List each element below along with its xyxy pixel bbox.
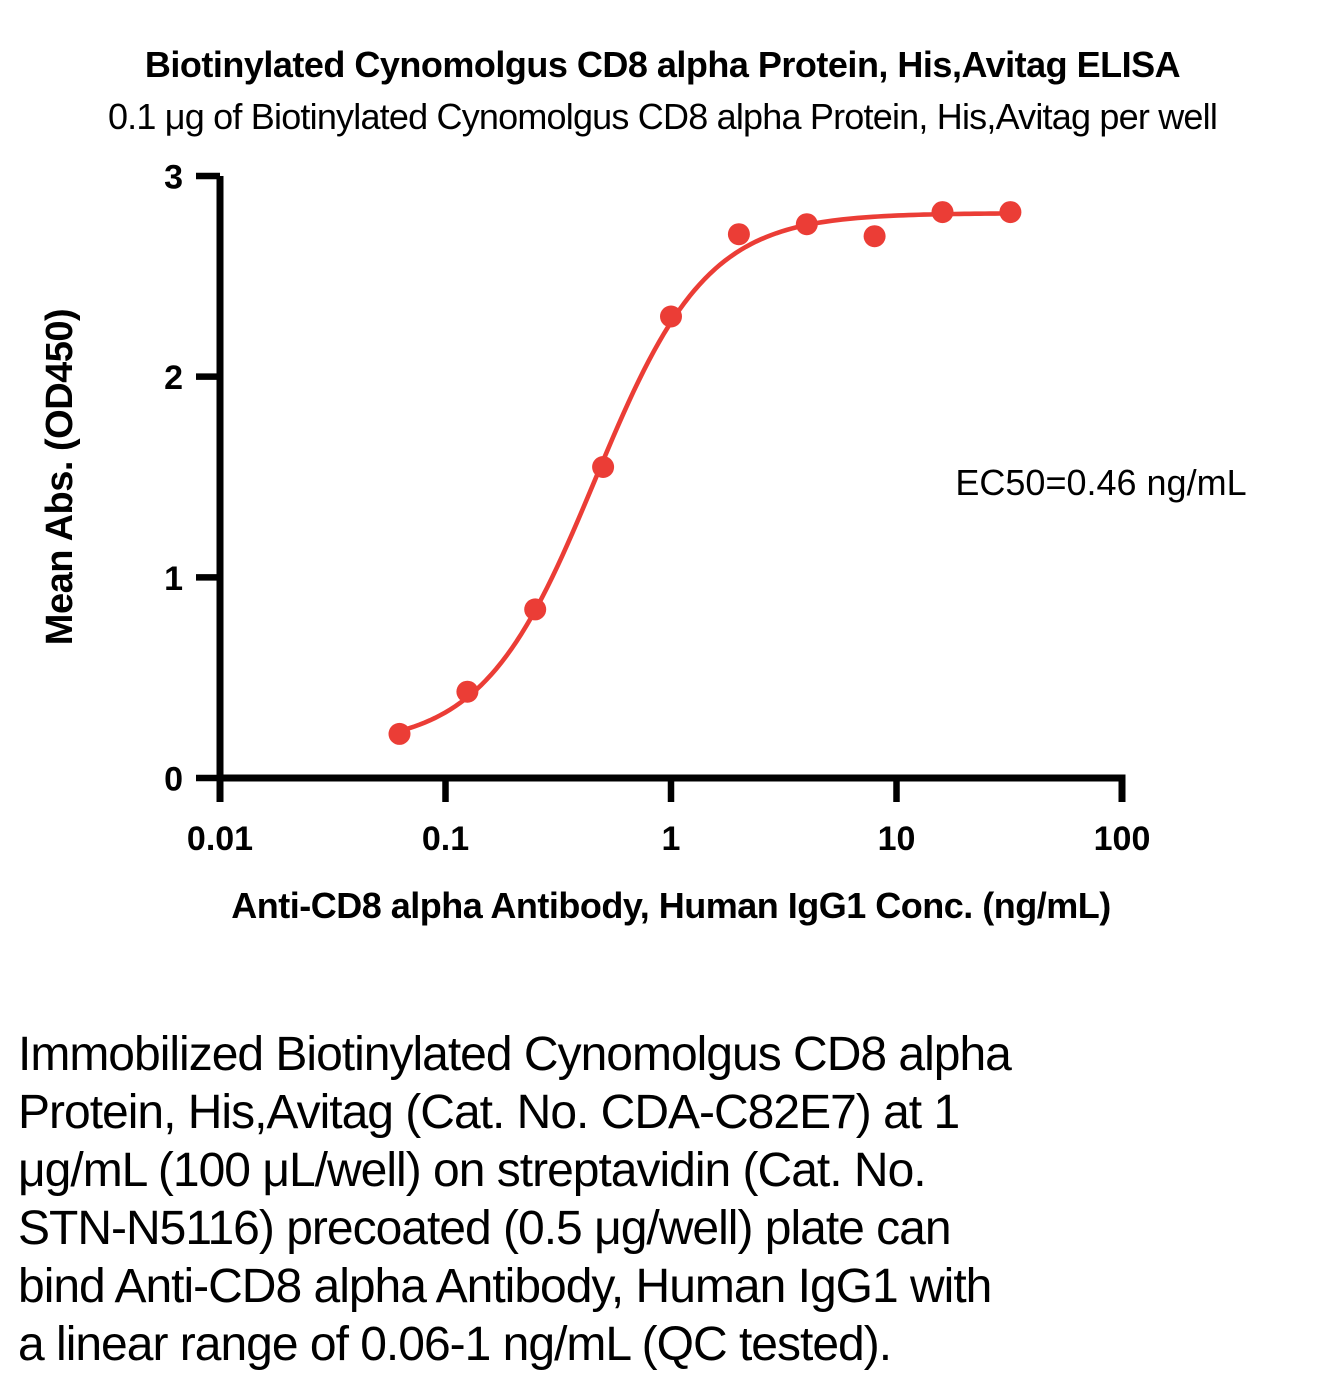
y-tick-label: 1 bbox=[164, 560, 183, 598]
y-axis-ticks bbox=[196, 172, 220, 782]
y-tick-label: 3 bbox=[164, 159, 183, 197]
data-point-3 bbox=[524, 598, 547, 621]
x-tick-label: 0.1 bbox=[422, 820, 469, 858]
data-point-5 bbox=[660, 305, 682, 328]
y-tick-label: 2 bbox=[164, 359, 183, 397]
y-axis-title: Mean Abs. (OD450) bbox=[39, 309, 81, 645]
data-point-8 bbox=[863, 225, 886, 248]
y-tick-label: 0 bbox=[164, 761, 183, 799]
y-axis-tick-labels: 0 1 2 3 bbox=[164, 159, 183, 799]
data-point-2 bbox=[456, 680, 479, 703]
x-tick-label: 0.01 bbox=[187, 820, 253, 858]
data-point-9 bbox=[931, 201, 954, 224]
ec50-annotation: EC50=0.46 ng/mL bbox=[955, 462, 1246, 503]
fit-curve bbox=[397, 211, 1013, 734]
data-point-6 bbox=[727, 223, 750, 246]
chart-subtitle: 0.1 μg of Biotinylated Cynomolgus CD8 al… bbox=[107, 96, 1218, 137]
x-tick-label: 10 bbox=[878, 820, 916, 858]
x-tick-label: 1 bbox=[662, 820, 681, 858]
data-point-4 bbox=[592, 456, 615, 478]
x-axis-title: Anti-CD8 alpha Antibody, Human IgG1 Conc… bbox=[231, 885, 1110, 926]
elisa-dose-response-chart: 0.01 0.1 1 10 100 0 1 2 3 Anti-CD8 alpha Antibo… bbox=[39, 159, 1247, 927]
data-point-10 bbox=[999, 201, 1022, 224]
data-point-7 bbox=[795, 213, 818, 236]
data-point-1 bbox=[388, 722, 411, 745]
data-points bbox=[388, 201, 1022, 745]
x-axis-ticks bbox=[216, 778, 1126, 802]
x-axis-tick-labels: 0.01 0.1 1 10 100 bbox=[187, 820, 1150, 858]
x-tick-label: 100 bbox=[1094, 820, 1151, 858]
description-paragraph: Immobilized Biotinylated Cynomolgus CD8 … bbox=[18, 1028, 1012, 1371]
chart-title: Biotinylated Cynomolgus CD8 alpha Protei… bbox=[144, 44, 1181, 85]
